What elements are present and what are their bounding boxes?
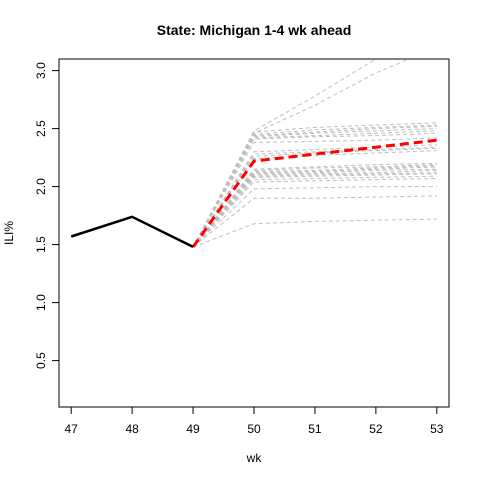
trajectory-line <box>192 168 437 248</box>
observed-layer <box>70 215 194 249</box>
trajectory-line <box>192 150 437 248</box>
trajectory-line <box>192 146 437 248</box>
observed-line <box>70 215 194 249</box>
y-tick-label: 1.0 <box>34 294 48 311</box>
trajectory-line <box>192 218 437 248</box>
x-tick-label: 47 <box>65 422 79 436</box>
trajectory-line <box>192 137 437 248</box>
chart-title: State: Michigan 1-4 wk ahead <box>157 22 352 38</box>
trajectory-line <box>192 130 437 248</box>
x-tick-label: 48 <box>125 422 139 436</box>
trajectory-line <box>192 186 437 248</box>
x-tick-label: 53 <box>430 422 444 436</box>
trajectory-line <box>192 172 437 248</box>
trajectory-line <box>192 195 437 248</box>
x-axis-label: wk <box>246 451 263 465</box>
axes: 47 48 49 50 51 52 53 0.5 1.0 1.5 2.0 2.5 3.0 <box>34 62 444 436</box>
trajectory-line <box>192 59 411 248</box>
trajectory-line <box>192 147 437 248</box>
trajectory-line <box>192 144 437 248</box>
x-tick-label: 51 <box>308 422 322 436</box>
x-tick-label: 52 <box>369 422 383 436</box>
y-tick-label: 2.0 <box>34 178 48 195</box>
y-tick-label: 3.0 <box>34 62 48 79</box>
x-tick-label: 49 <box>186 422 200 436</box>
trajectory-line <box>192 175 437 248</box>
trajectory-line <box>192 173 437 248</box>
forecast-mean-line <box>191 138 437 248</box>
forecast-mean-layer <box>191 138 437 248</box>
trajectory-line <box>192 178 437 248</box>
plot-frame <box>58 58 450 408</box>
y-axis-label: ILI% <box>2 221 16 245</box>
trajectory-line <box>192 132 437 248</box>
trajectory-line <box>192 122 437 248</box>
y-tick-label: 0.5 <box>34 352 48 369</box>
trajectory-line <box>192 128 437 248</box>
trajectory-line <box>192 165 437 248</box>
y-tick-label: 1.5 <box>34 236 48 253</box>
trajectory-line <box>192 169 437 248</box>
trajectory-lines <box>192 59 437 248</box>
x-tick-label: 50 <box>247 422 261 436</box>
y-tick-label: 2.5 <box>34 120 48 137</box>
trajectory-line <box>192 162 437 248</box>
